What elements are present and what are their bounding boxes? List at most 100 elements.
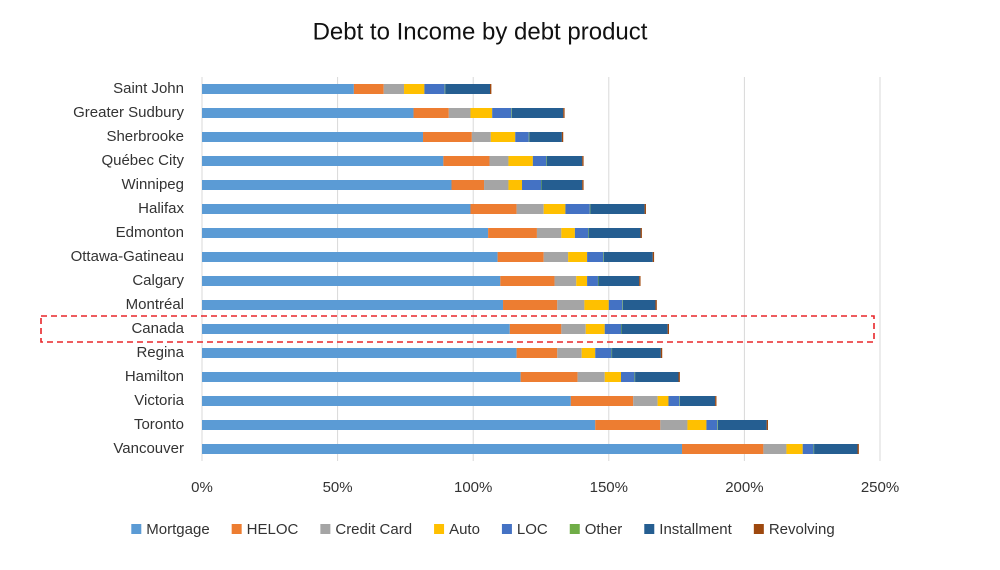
legend-label: Other	[585, 521, 623, 538]
bar-segment	[802, 444, 814, 454]
bar-segment	[598, 276, 640, 286]
bar-segment	[590, 204, 645, 214]
bar-segment	[202, 396, 571, 406]
y-tick-label: Greater Sudbury	[73, 104, 184, 121]
y-tick-label: Sherbrooke	[106, 128, 184, 145]
x-tick-label: 200%	[725, 479, 763, 496]
bar-segment	[621, 324, 622, 334]
bar-segment	[604, 372, 622, 382]
bar-segment	[404, 84, 425, 94]
bar-segment	[202, 372, 521, 382]
bar-segment	[536, 228, 562, 238]
bar-segment	[603, 252, 653, 262]
bar-segment	[522, 180, 541, 190]
bar-segment	[603, 252, 604, 262]
bar-segment	[511, 108, 512, 118]
bar-segment	[471, 132, 491, 142]
bar-segment	[554, 276, 577, 286]
bar-segment	[202, 276, 501, 286]
bar-segment	[516, 204, 544, 214]
bar-segment	[202, 156, 444, 166]
bar-segment	[511, 108, 564, 118]
bar-segment	[763, 444, 787, 454]
bar-segment	[622, 300, 656, 310]
highlight-box	[40, 315, 875, 343]
bar-segment	[587, 252, 604, 262]
x-tick-label: 150%	[590, 479, 628, 496]
bar-segment	[635, 372, 679, 382]
legend-swatch	[231, 524, 242, 534]
bar-segment	[202, 444, 683, 454]
bar-segment	[561, 324, 586, 334]
bar-segment	[508, 180, 523, 190]
y-tick-label: Winnipeg	[121, 176, 184, 193]
bar-segment	[766, 420, 768, 430]
bar-segment	[528, 132, 530, 142]
y-tick-label: Halifax	[138, 200, 184, 217]
bar-segment	[557, 300, 585, 310]
bar-segment	[543, 252, 569, 262]
bar-segment	[503, 300, 558, 310]
bar-segment	[644, 204, 646, 214]
bar-segment	[541, 180, 583, 190]
bar-segment	[561, 132, 564, 142]
y-tick-label: Regina	[136, 344, 184, 361]
bar-segment	[639, 276, 641, 286]
bar-segment	[633, 396, 658, 406]
bar-segment	[621, 372, 635, 382]
bar-segment	[500, 276, 555, 286]
bar-segment	[508, 156, 533, 166]
x-tick-label: 250%	[861, 479, 899, 496]
bar-segment	[484, 180, 509, 190]
bar-segment	[202, 132, 424, 142]
y-tick-label: Toronto	[134, 416, 184, 433]
y-tick-label: Victoria	[134, 392, 184, 409]
bar-segment	[717, 420, 767, 430]
bar-segment	[532, 156, 547, 166]
bar-segment	[582, 156, 584, 166]
bar-segment	[568, 252, 588, 262]
bar-segment	[543, 204, 566, 214]
bar-segment	[563, 108, 565, 118]
bar-segment	[497, 252, 544, 262]
bar-segment	[814, 444, 858, 454]
legend-swatch	[131, 524, 142, 534]
bar-segment	[488, 228, 537, 238]
chart-title: Debt to Income by debt product	[313, 18, 648, 45]
bar-segment	[202, 420, 596, 430]
bar-segment	[611, 348, 613, 358]
bar-segment	[678, 372, 680, 382]
bar-segment	[581, 348, 596, 358]
bar-segment	[470, 204, 517, 214]
bar-segment	[443, 156, 490, 166]
bar-segment	[687, 420, 707, 430]
bar-segment	[668, 396, 680, 406]
legend-swatch	[320, 524, 331, 534]
bar-segment	[585, 324, 605, 334]
legend-label: LOC	[517, 521, 548, 538]
bar-segment	[546, 156, 583, 166]
legend-label: Installment	[659, 521, 732, 538]
bar-segment	[652, 252, 655, 262]
bar-segment	[490, 132, 516, 142]
bar-segment	[813, 444, 815, 454]
bar-segment	[541, 180, 542, 190]
x-tick-label: 50%	[323, 479, 353, 496]
bar-segment	[577, 372, 605, 382]
bar-segment	[589, 228, 641, 238]
legend: Mortgage HELOC Credit Card Auto LOC Other Inst…	[131, 521, 835, 538]
legend-swatch	[434, 524, 445, 534]
bar-segment	[529, 132, 562, 142]
bar-segment	[424, 84, 445, 94]
bar-segment	[202, 300, 504, 310]
bar-segment	[604, 324, 622, 334]
bar-segment	[786, 444, 803, 454]
bar-segment	[413, 108, 449, 118]
bar-segment	[706, 420, 718, 430]
legend-swatch	[569, 524, 580, 534]
bar-segment	[489, 156, 509, 166]
bar-segment	[595, 348, 612, 358]
bar-segment	[470, 108, 493, 118]
bar-segment	[588, 228, 590, 238]
